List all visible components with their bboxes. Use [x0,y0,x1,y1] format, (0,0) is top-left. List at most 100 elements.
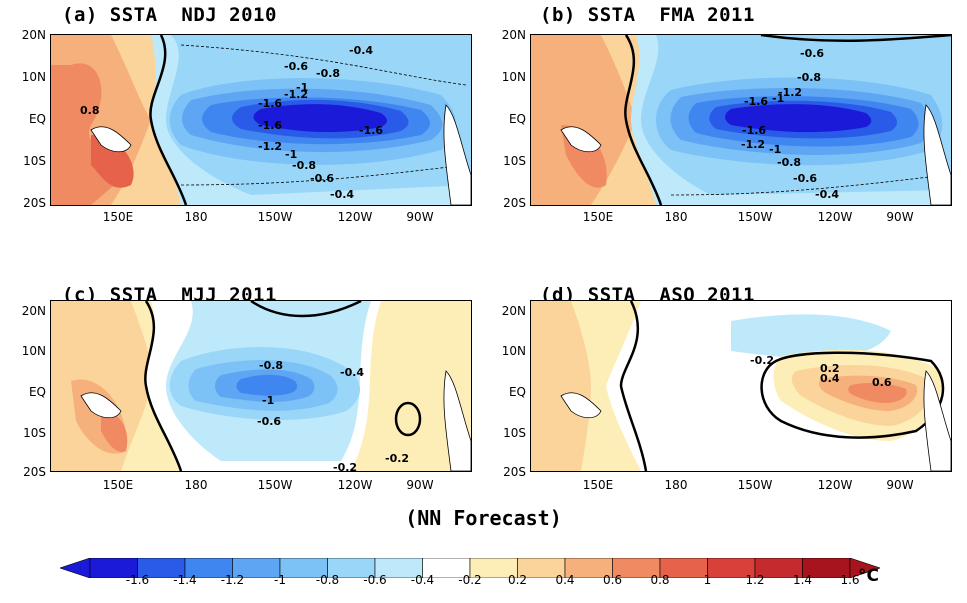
colorbar [60,558,880,578]
colorbar-tick-label: 1.6 [840,573,860,587]
contour-label: 0.6 [872,376,892,389]
map-panel-a [50,34,472,206]
contour-label: -0.8 [259,359,284,372]
contour-label: -0.4 [815,188,840,201]
x-tick: 90W [406,210,434,224]
contour-label: 0.4 [820,372,840,385]
panel-title: (a) SSTA NDJ 2010 [62,4,277,26]
colorbar-tick-label: -0.6 [363,573,387,587]
contour-label: 0.8 [80,104,100,117]
colorbar-right-arrow [849,558,880,578]
y-tick: EQ [508,112,526,126]
contour-label: -0.2 [385,452,410,465]
y-tick: 10S [23,154,46,168]
contour-label: -1.6 [744,95,769,108]
colorbar-tick-label: -1 [274,573,286,587]
y-tick: 10N [21,70,46,84]
contour-label: -1.6 [359,124,384,137]
panel-title: (b) SSTA FMA 2011 [540,4,755,26]
colorbar-tick-label: 0.8 [650,573,670,587]
x-tick: 180 [664,210,688,224]
contour-label: -1.2 [741,138,766,151]
x-tick: 120W [337,478,373,492]
y-tick: 10N [21,344,46,358]
contour-label: -1 [772,92,785,105]
y-tick: 20S [503,196,526,210]
y-tick: 10N [501,344,526,358]
y-tick: 20N [501,28,526,42]
y-tick: 10S [503,154,526,168]
x-tick: 90W [886,210,914,224]
x-tick: 150W [737,210,773,224]
x-tick: 180 [184,478,208,492]
colorbar-tick-label: 0.4 [555,573,575,587]
x-tick: 150E [102,478,134,492]
x-tick: 150W [257,478,293,492]
colorbar-tick-label: 1.2 [745,573,765,587]
x-tick: 150W [737,478,773,492]
map-panel-b [530,34,952,206]
contour-label: -0.6 [310,172,335,185]
map-panel-d [530,300,952,472]
x-tick: 120W [337,210,373,224]
colorbar-tick-label: 1.4 [792,573,813,587]
colorbar-tick-label: -0.2 [458,573,482,587]
y-tick: 10N [501,70,526,84]
contour-label: -1.6 [258,97,283,110]
y-tick: EQ [28,112,46,126]
y-tick: EQ [28,385,46,399]
contour-label: -0.6 [800,47,825,60]
map-panel-c [50,300,472,472]
contour-label: -0.6 [284,60,309,73]
colorbar-tick-label: -0.8 [315,573,340,587]
x-tick: 180 [664,478,688,492]
contour-label: -0.8 [316,67,341,80]
y-tick: 20N [501,304,526,318]
y-tick: 20S [23,196,46,210]
contour-label: -1 [262,394,275,407]
y-tick: EQ [508,385,526,399]
colorbar-tick-label: -1.4 [173,573,197,587]
contour-label: -1.2 [778,86,803,99]
contour-label: -0.6 [257,415,282,428]
x-tick: 90W [406,478,434,492]
contour-label: -1.2 [284,88,309,101]
colorbar-tick-label: 0.6 [602,573,623,587]
x-tick: 150W [257,210,293,224]
contour-label: -0.8 [777,156,802,169]
contour-label: -1 [769,143,782,156]
colorbar-tick-label: 1 [703,573,712,587]
contour-label: -1 [296,81,309,94]
contour-label: -0.2 [333,461,358,474]
colorbar-tick-label: -1.2 [220,573,245,587]
colorbar-tick-label: 0.2 [507,573,528,587]
unit-label: °C [858,566,879,586]
x-tick: 120W [817,210,853,224]
colorbar-left-arrow [60,558,91,578]
contour-label: -1 [285,148,298,161]
y-tick: 20N [21,28,46,42]
contour-label: -1.2 [258,140,283,153]
contour-label: -0.4 [340,366,365,379]
forecast-caption: (NN Forecast) [405,506,562,530]
contour-label: -0.8 [797,71,822,84]
y-tick: 10S [23,426,46,440]
x-tick: 180 [184,210,208,224]
contour-label: -0.6 [793,172,818,185]
contour-label: -1.6 [258,119,283,132]
contour-label: 0.2 [820,362,840,375]
x-tick: 150E [102,210,134,224]
x-tick: 150E [582,478,614,492]
y-tick: 10S [503,426,526,440]
contour-label: -1.6 [742,124,767,137]
colorbar-tick-label: -1.6 [125,573,150,587]
contour-label: -0.4 [330,188,355,201]
x-tick: 120W [817,478,853,492]
colorbar-tick-label: -0.4 [410,573,435,587]
contour-label: -0.4 [349,44,374,57]
contour-label: -0.2 [750,354,775,367]
y-tick: 20S [23,465,46,479]
contour-label: -0.8 [292,159,317,172]
y-tick: 20S [503,465,526,479]
x-tick: 150E [582,210,614,224]
